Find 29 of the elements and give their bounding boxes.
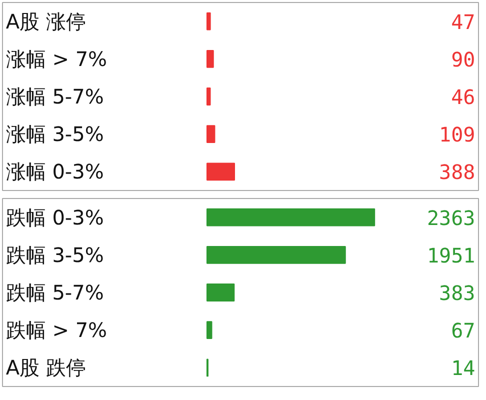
data-label: 47 bbox=[451, 10, 476, 34]
y-tick-label: 涨幅 5-7% bbox=[6, 84, 104, 108]
data-label: 388 bbox=[439, 160, 476, 184]
data-label: 1951 bbox=[426, 243, 476, 268]
y-tick-label: 跌幅 > 7% bbox=[6, 318, 108, 342]
y-tick-label: 涨幅 > 7% bbox=[6, 46, 108, 71]
bar bbox=[206, 208, 376, 226]
data-label: 90 bbox=[451, 47, 476, 72]
data-label: 46 bbox=[451, 85, 476, 109]
bar bbox=[206, 284, 235, 302]
y-tick-label: 跌幅 0-3% bbox=[6, 205, 104, 230]
bar bbox=[206, 88, 211, 106]
y-tick-label: A股 涨停 bbox=[6, 9, 86, 34]
data-label: 67 bbox=[451, 318, 476, 343]
data-label: 109 bbox=[439, 122, 476, 147]
bar bbox=[206, 12, 211, 30]
data-label: 14 bbox=[451, 356, 476, 380]
y-tick-label: 涨幅 3-5% bbox=[6, 122, 104, 146]
bar bbox=[206, 125, 216, 144]
y-tick-label: 跌幅 5-7% bbox=[6, 280, 104, 304]
bar bbox=[206, 162, 235, 181]
bar bbox=[206, 50, 214, 68]
y-tick-label: 涨幅 0-3% bbox=[6, 160, 104, 184]
y-tick-label: 跌幅 3-5% bbox=[6, 242, 104, 267]
bar bbox=[206, 246, 346, 264]
bar bbox=[206, 321, 212, 340]
data-label: 383 bbox=[439, 281, 476, 305]
data-label: 2363 bbox=[426, 206, 476, 230]
y-tick-label: A股 跌停 bbox=[6, 356, 86, 380]
